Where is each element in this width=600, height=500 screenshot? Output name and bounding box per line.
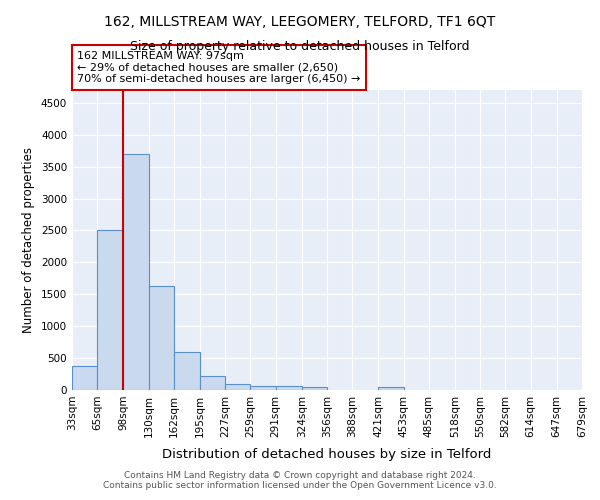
Bar — [250, 386, 275, 390]
Text: Size of property relative to detached houses in Telford: Size of property relative to detached ho… — [130, 40, 470, 53]
Y-axis label: Number of detached properties: Number of detached properties — [22, 147, 35, 333]
Bar — [200, 376, 225, 390]
Text: Contains HM Land Registry data © Crown copyright and database right 2024.
Contai: Contains HM Land Registry data © Crown c… — [103, 470, 497, 490]
Bar — [97, 230, 124, 390]
Bar — [275, 386, 302, 390]
Text: 162 MILLSTREAM WAY: 97sqm
← 29% of detached houses are smaller (2,650)
70% of se: 162 MILLSTREAM WAY: 97sqm ← 29% of detac… — [77, 51, 361, 84]
Bar — [124, 154, 149, 390]
Bar — [302, 388, 327, 390]
Bar — [225, 384, 250, 390]
X-axis label: Distribution of detached houses by size in Telford: Distribution of detached houses by size … — [163, 448, 491, 461]
Bar — [72, 366, 97, 390]
Bar — [379, 387, 404, 390]
Text: 162, MILLSTREAM WAY, LEEGOMERY, TELFORD, TF1 6QT: 162, MILLSTREAM WAY, LEEGOMERY, TELFORD,… — [104, 15, 496, 29]
Bar — [174, 352, 200, 390]
Bar — [149, 286, 174, 390]
